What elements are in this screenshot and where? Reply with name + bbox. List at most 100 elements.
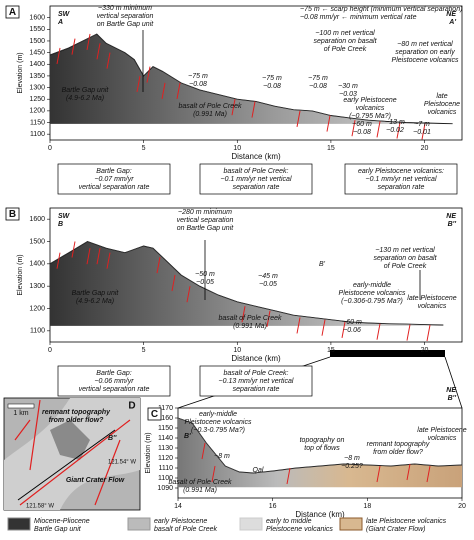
- annotation: basalt of Pole Creek: [218, 315, 282, 322]
- annotation: ~75 m ← scarp height (minimum vertical s…: [300, 6, 462, 13]
- rate-text: ~0.13 mm/yr net vertical: [219, 378, 294, 385]
- fault: [56, 252, 61, 269]
- annotation: vertical separation: [177, 217, 234, 224]
- map-label: remnant topography: [42, 409, 111, 416]
- fault: [376, 465, 381, 483]
- rate-text: Bartle Gap:: [96, 370, 131, 377]
- annotation: (~0.795 Ma?): [349, 113, 391, 120]
- fault: [426, 465, 431, 483]
- annotation: ~75 m: [262, 75, 282, 82]
- annotation: ~0.25?: [341, 463, 363, 470]
- fault: [171, 274, 176, 292]
- rate-box: [57, 163, 171, 195]
- fault: [341, 321, 346, 338]
- profile-end-label: NE: [446, 213, 456, 220]
- profile-line-outline: [177, 417, 463, 474]
- x-tick-label: 10: [233, 347, 241, 354]
- map-scale: [7, 403, 35, 409]
- profile-line-outline: [49, 241, 444, 326]
- annotation: volcanics: [428, 435, 457, 442]
- annotation: late Pleistocene: [407, 295, 457, 302]
- fault: [96, 248, 101, 265]
- fault: [396, 122, 401, 139]
- rate-box: [199, 163, 313, 195]
- legend-text: late Pleistocene volcanics: [366, 518, 447, 525]
- fault: [231, 99, 236, 116]
- fault: [201, 442, 206, 460]
- profile-fill: [50, 34, 453, 124]
- x-tick-label: 15: [327, 347, 335, 354]
- profile-end-label: SW: [58, 213, 71, 220]
- rate-text: separation rate: [233, 386, 280, 393]
- fault: [426, 324, 431, 342]
- y-tick-label: 1200: [29, 108, 45, 115]
- annotation: ~0.08: [309, 83, 327, 90]
- annotation: Bartle Gap unit: [72, 290, 120, 297]
- profile-end-label: B: [58, 221, 63, 228]
- annotation: ~130 m net vertical: [375, 247, 435, 254]
- fault: [266, 310, 271, 327]
- legend-text: Miocene-Pliocene: [34, 518, 90, 525]
- y-tick-label: 1300: [29, 283, 45, 290]
- annotation: ~75 m: [188, 73, 208, 80]
- rate-text: early Pleistocene volcanics:: [358, 168, 444, 175]
- y-axis-label: Elevation (m): [17, 52, 24, 93]
- x-tick-label: 18: [363, 503, 371, 510]
- fault: [421, 123, 426, 140]
- fault: [136, 75, 141, 93]
- fault: [156, 257, 161, 274]
- rate-box: [57, 365, 171, 397]
- y-tick-label: 1150: [30, 119, 45, 126]
- profile-end-label: B': [184, 433, 191, 440]
- map-flow: Giant Crater Flow: [66, 477, 125, 484]
- profile-end-label: B'': [448, 221, 457, 228]
- y-tick-label: 1550: [29, 26, 45, 33]
- annotation: ~60 m: [352, 121, 372, 128]
- zoom-line: [444, 356, 463, 409]
- fault: [146, 66, 151, 83]
- y-tick-label: 1150: [158, 425, 173, 432]
- annotation: separation on basalt: [313, 38, 377, 45]
- annotation: Qal: [253, 467, 264, 474]
- annotation: on Bartle Gap unit: [97, 21, 154, 28]
- map: [3, 397, 141, 511]
- rate-text: separation rate: [378, 184, 425, 191]
- legend-text: early to middle: [266, 518, 312, 525]
- map-panel-label: D: [128, 401, 135, 412]
- annotation: ~100 m net vertical: [315, 30, 375, 37]
- map-lon: 121.58° W: [26, 504, 54, 510]
- y-tick-label: 1100: [30, 328, 45, 335]
- x-tick-label: 20: [458, 503, 466, 510]
- annotation: (4.9-6.2 Ma): [76, 298, 114, 305]
- rate-text: ~0.1 mm/yr net vertical: [366, 176, 437, 183]
- x-tick-label: 0: [48, 347, 52, 354]
- fault: [406, 324, 411, 341]
- y-tick-label: 1100: [158, 475, 173, 482]
- annotation: volcanics: [418, 303, 447, 310]
- annotation: ~8 m: [344, 455, 360, 462]
- map-fault: [14, 399, 131, 506]
- profile-end-label: NE: [446, 11, 456, 18]
- annotation: ~0.08: [263, 83, 281, 90]
- map-scale-label: 1 km: [13, 410, 28, 417]
- fault: [56, 47, 61, 65]
- y-tick-label: 1600: [29, 216, 45, 223]
- y-axis-label: Elevation (m): [145, 432, 152, 473]
- fault: [106, 252, 111, 269]
- panel-badge: [147, 407, 162, 421]
- fault: [296, 110, 301, 127]
- profile-end-label: NE: [446, 387, 456, 394]
- profile-end-label: SW: [58, 11, 71, 18]
- map-point: B'': [108, 435, 117, 442]
- rate-text: basalt of Pole Creek:: [224, 168, 289, 175]
- annotation: (~0.3-0.795 Ma?): [191, 427, 245, 434]
- annotation: early-middle: [199, 411, 237, 418]
- y-tick-label: 1500: [29, 238, 45, 245]
- profile-end-label: A': [448, 19, 456, 26]
- fault: [326, 115, 331, 132]
- x-tick-label: 0: [48, 145, 52, 152]
- x-tick-label: 10: [233, 145, 241, 152]
- annotation: ~7 m: [414, 121, 430, 128]
- annotation: ~0.02: [386, 127, 404, 134]
